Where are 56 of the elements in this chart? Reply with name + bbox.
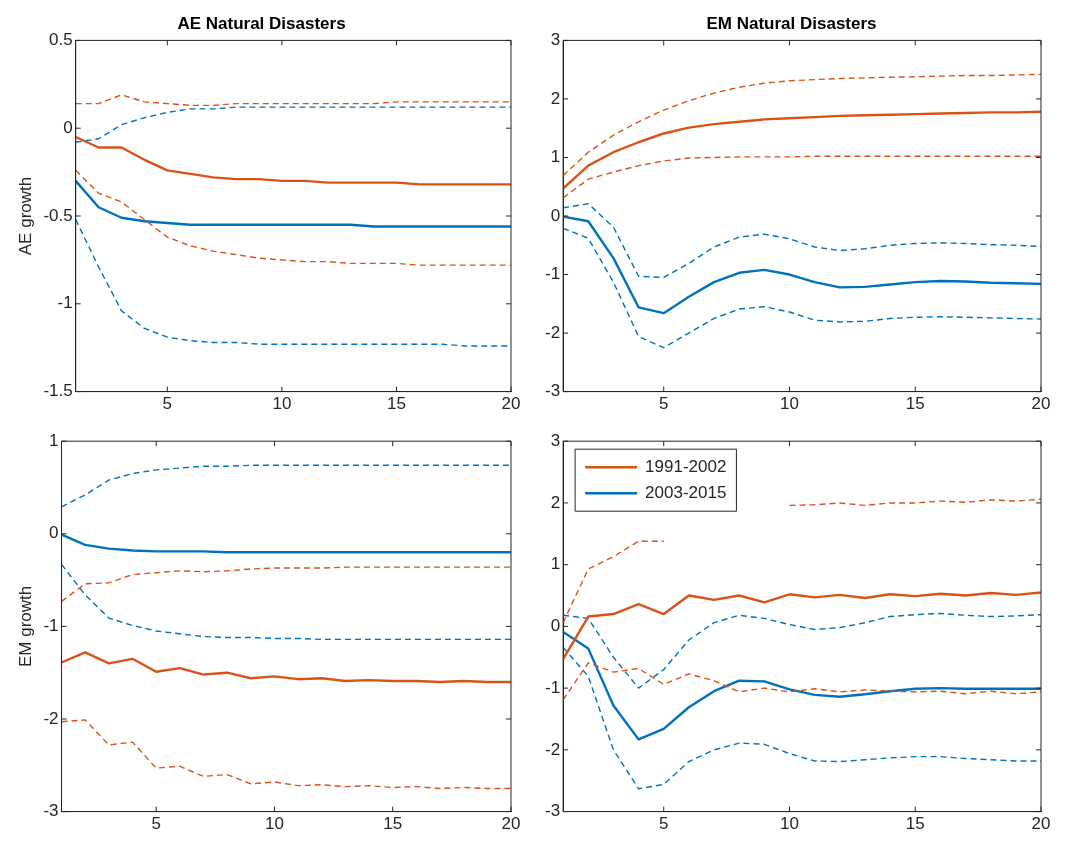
chart-title: AE Natural Disasters [177, 13, 346, 33]
y-tick-label: -0.5 [43, 205, 73, 225]
y-tick-label: -3 [544, 381, 561, 401]
y-tick-label: 0 [550, 205, 561, 225]
y-tick-label: 0 [550, 616, 561, 636]
y-tick-label: -3 [43, 801, 59, 821]
y-tick-label: 1 [550, 147, 561, 167]
y-tick-label: 0 [49, 523, 59, 543]
x-tick-label: 20 [501, 814, 521, 834]
y-tick-label: 1 [49, 430, 59, 450]
x-tick-label: 15 [905, 394, 925, 414]
legend-label: 1991-2002 [645, 456, 727, 476]
x-tick-label: 20 [501, 394, 521, 414]
y-tick-label: 3 [550, 30, 561, 50]
y-tick-label: 3 [550, 430, 561, 450]
x-tick-label: 10 [272, 394, 292, 414]
line-series [61, 563, 511, 641]
x-tick-label: 15 [905, 814, 925, 834]
y-tick-label: -2 [544, 322, 561, 342]
x-tick-label: 10 [780, 394, 799, 414]
y-tick-label: 0 [63, 117, 73, 137]
x-tick-label: 20 [1031, 814, 1051, 834]
line-series [61, 719, 511, 790]
chart-title: EM Natural Disasters [706, 13, 877, 33]
y-axis-title: AE growth [15, 176, 35, 256]
y-tick-label: -2 [544, 739, 561, 759]
y-tick-label: -1 [43, 616, 59, 636]
y-tick-label: -1.5 [43, 381, 73, 401]
y-tick-label: -2 [43, 708, 59, 728]
x-tick-label: 5 [658, 814, 669, 834]
y-axis-title: EM growth [15, 585, 35, 668]
line-series [563, 73, 1041, 177]
x-tick-label: 15 [383, 814, 403, 834]
line-series [61, 566, 511, 603]
line-series [563, 227, 1041, 349]
y-tick-label: -1 [57, 293, 73, 313]
y-tick-label: -3 [544, 801, 561, 821]
line-series [75, 94, 511, 107]
line-series [61, 464, 511, 508]
legend-label: 2003-2015 [645, 482, 727, 502]
x-tick-label: 20 [1031, 394, 1051, 414]
line-series [563, 612, 1041, 689]
y-tick-label: -1 [544, 677, 561, 697]
x-tick-label: 10 [264, 814, 284, 834]
x-tick-label: 10 [780, 814, 799, 834]
line-series [563, 155, 1041, 199]
line-series [75, 106, 511, 143]
y-tick-label: 2 [550, 492, 561, 512]
x-tick-label: 5 [151, 814, 161, 834]
y-tick-label: 2 [550, 88, 561, 108]
y-tick-label: 1 [550, 554, 561, 574]
x-tick-label: 15 [386, 394, 406, 414]
y-tick-label: 0.5 [49, 30, 73, 50]
x-tick-label: 5 [658, 394, 669, 414]
x-tick-label: 5 [162, 394, 173, 414]
y-tick-label: -1 [544, 264, 561, 284]
